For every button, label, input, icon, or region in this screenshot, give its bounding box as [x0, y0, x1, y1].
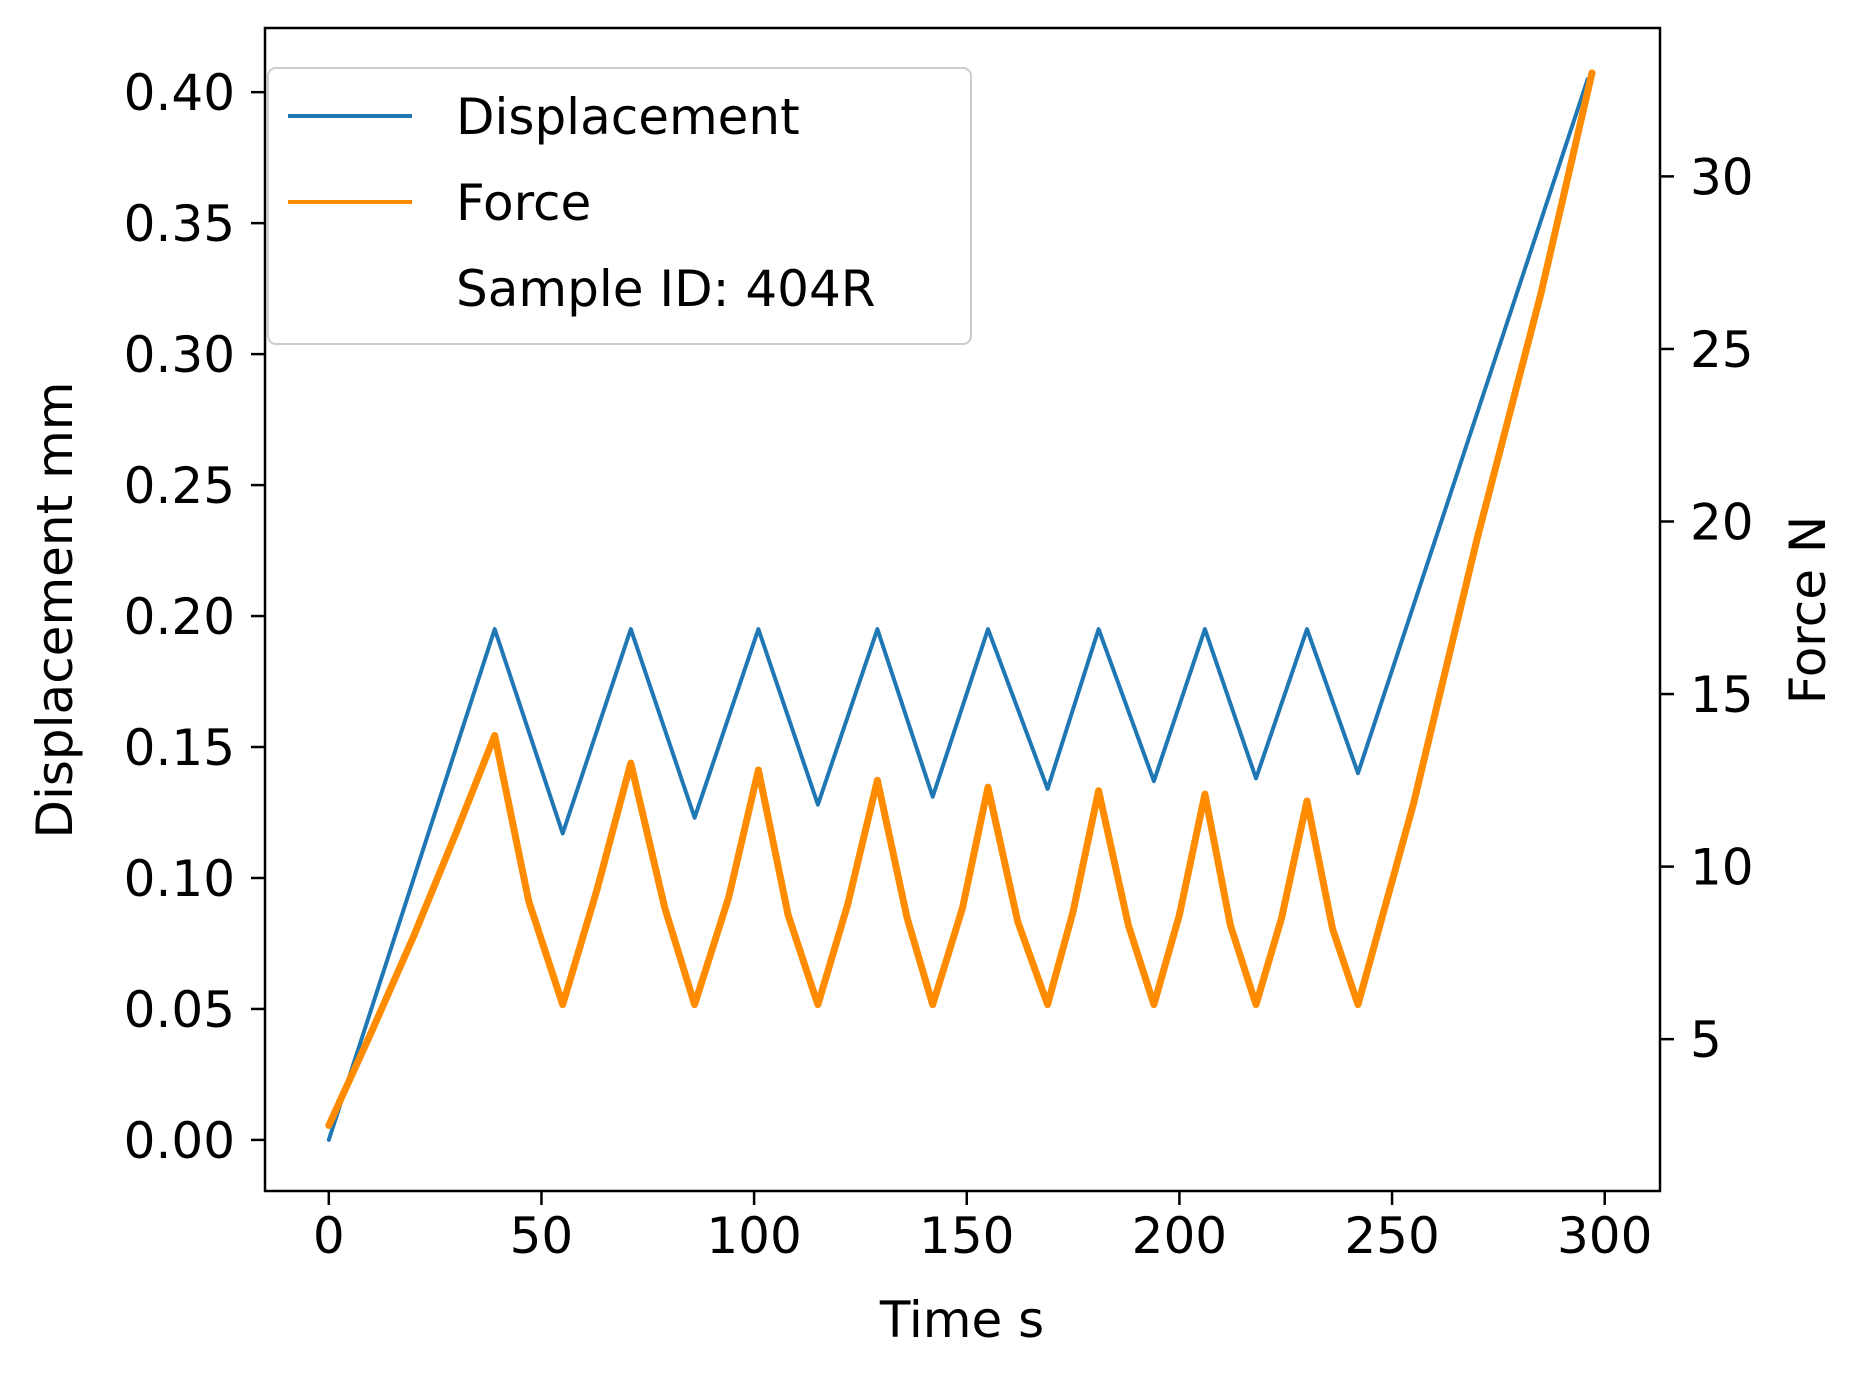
x-tick-label: 100: [706, 1207, 801, 1265]
y2-tick-label: 30: [1690, 148, 1754, 206]
x-tick-label: 300: [1557, 1207, 1652, 1265]
y2-tick-label: 10: [1690, 839, 1754, 897]
x-tick-label: 150: [919, 1207, 1014, 1265]
x-tick-label: 250: [1344, 1207, 1439, 1265]
series-layer: [325, 69, 1596, 1142]
y2-axis-label: Force N: [1779, 516, 1837, 705]
legend-label-force: Force: [456, 174, 591, 232]
y-tick-label: 0.10: [124, 850, 235, 908]
legend-label-sample-id: Sample ID: 404R: [456, 260, 876, 318]
series-line-displacement: [326, 77, 1590, 1142]
x-tick-label: 0: [313, 1207, 345, 1265]
y-tick-label: 0.35: [124, 195, 235, 253]
y-axis-ticks: 0.00 0.05 0.10 0.15 0.20 0.25 0.30 0.35 0.40: [124, 64, 265, 1170]
plot-area-frame: [263, 26, 1662, 1193]
legend-box: [267, 67, 972, 345]
y-tick-label: 0.05: [124, 981, 235, 1039]
x-axis-ticks: 0 50 100 150 200 250 300: [313, 1191, 1652, 1265]
y2-tick-label: 15: [1690, 666, 1754, 724]
series-line-force: [325, 69, 1596, 1129]
legend: Displacement Force Sample ID: 404R: [267, 67, 972, 345]
y-tick-label: 0.15: [124, 719, 235, 777]
y2-tick-label: 5: [1690, 1011, 1722, 1069]
y-tick-label: 0.20: [124, 588, 235, 646]
y-tick-label: 0.00: [124, 1112, 235, 1170]
y-tick-label: 0.40: [124, 64, 235, 122]
y-tick-label: 0.30: [124, 326, 235, 384]
y-tick-label: 0.25: [124, 457, 235, 515]
legend-label-displacement: Displacement: [456, 88, 800, 146]
y2-tick-label: 25: [1690, 321, 1754, 379]
x-tick-label: 50: [510, 1207, 574, 1265]
y-axis-label: Displacement mm: [26, 381, 84, 838]
x-tick-label: 200: [1132, 1207, 1227, 1265]
y2-axis-ticks: 5 10 15 20 25 30: [1660, 148, 1754, 1069]
y2-tick-label: 20: [1690, 493, 1754, 551]
x-axis-label: Time s: [879, 1291, 1044, 1349]
